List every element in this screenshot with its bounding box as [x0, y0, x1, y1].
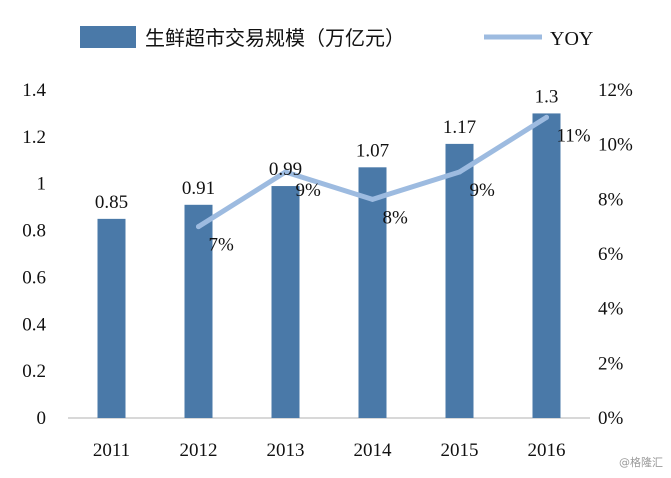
bar-value-label: 0.91 — [182, 178, 215, 199]
yoy-line — [196, 114, 549, 230]
yoy-value-label: 7% — [209, 235, 235, 256]
x-tick-label: 2012 — [180, 440, 218, 461]
y-left-tick-label: 0.6 — [22, 267, 46, 288]
bar-value-label: 1.17 — [443, 117, 476, 138]
y-right-tick-label: 2% — [598, 353, 624, 374]
data-labels: 0.85 0.91 0.99 1.07 1.17 1.3 7% 9% 8% 9% 11% — [95, 86, 591, 255]
legend-line-label: YOY — [550, 28, 593, 50]
yoy-value-label: 9% — [296, 180, 322, 201]
y-right-tick-label: 0% — [598, 408, 624, 429]
bar — [445, 143, 474, 418]
yoy-point — [283, 169, 288, 175]
y-left-tick-label: 0.4 — [22, 314, 46, 335]
legend-bar-label: 生鲜超市交易规模（万亿元） — [145, 27, 405, 50]
x-tick-label: 2016 — [528, 440, 566, 461]
bar — [271, 186, 300, 418]
watermark: @格隆汇 — [619, 456, 663, 469]
yoy-value-label: 8% — [383, 207, 409, 228]
axes: 0 0.2 0.4 0.6 0.8 1 1.2 1.4 0% 2% 4% 6% 8% 10% 12% 2011… — [22, 80, 633, 461]
y-right-tick-label: 10% — [598, 135, 633, 156]
y-right-tick-label: 8% — [598, 189, 624, 210]
bar — [97, 218, 126, 418]
yoy-point — [370, 196, 375, 202]
yoy-value-label: 9% — [470, 180, 496, 201]
x-tick-label: 2013 — [267, 440, 305, 461]
y-left-tick-label: 1 — [37, 174, 47, 195]
bar-value-label: 0.85 — [95, 192, 128, 213]
x-tick-label: 2014 — [354, 440, 393, 461]
y-left-tick-label: 0.2 — [22, 361, 46, 382]
yoy-point — [544, 114, 549, 120]
legend: 生鲜超市交易规模（万亿元） YOY — [80, 26, 593, 50]
yoy-value-label: 11% — [557, 125, 591, 146]
y-left-tick-label: 0.8 — [22, 221, 46, 242]
y-left-tick-label: 0 — [37, 408, 47, 429]
yoy-point — [457, 169, 462, 175]
bar — [532, 113, 561, 418]
bars — [97, 113, 561, 418]
bar-value-label: 1.07 — [356, 140, 389, 161]
bar — [184, 204, 213, 418]
x-tick-label: 2011 — [93, 440, 130, 461]
bar — [358, 167, 387, 418]
x-tick-label: 2015 — [441, 440, 479, 461]
y-left-tick-label: 1.2 — [22, 127, 46, 148]
yoy-point — [196, 224, 201, 230]
y-left-tick-label: 1.4 — [22, 80, 46, 101]
y-right-tick-label: 6% — [598, 244, 624, 265]
bar-value-label: 0.99 — [269, 159, 302, 180]
y-right-tick-label: 4% — [598, 299, 624, 320]
bar-value-label: 1.3 — [535, 86, 559, 107]
legend-bar-swatch — [80, 26, 136, 48]
y-right-tick-label: 12% — [598, 80, 633, 101]
